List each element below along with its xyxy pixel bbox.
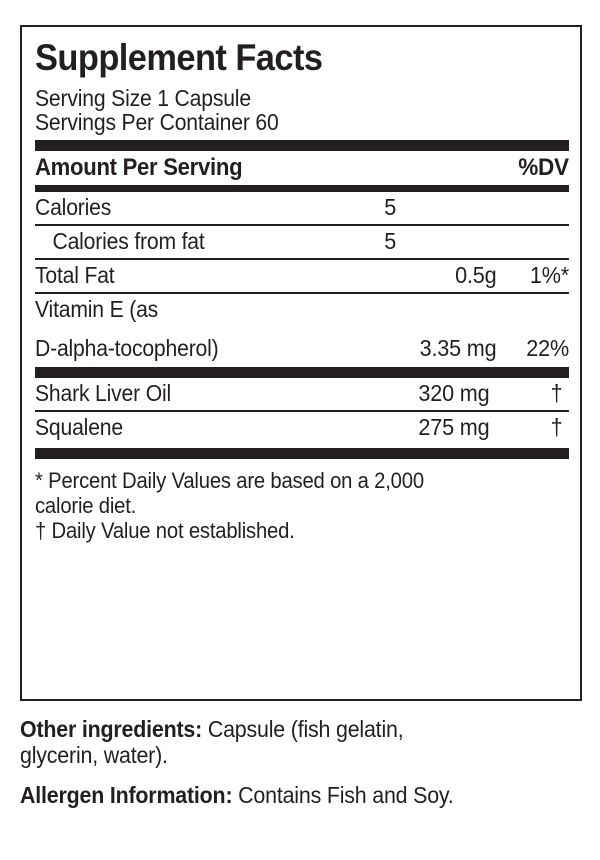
other-ingredients-line1: Other ingredients: Capsule (fish gelatin… xyxy=(20,716,548,742)
divider-thick-top xyxy=(35,140,569,151)
other-ingredients-value-line1: Capsule (fish gelatin, xyxy=(202,716,404,742)
table-row: Vitamin E (as D-alpha-tocopherol) 3.35 m… xyxy=(35,294,569,367)
nutrient-amount: 5 xyxy=(384,228,397,254)
allergen-value: Contains Fish and Soy. xyxy=(232,782,454,808)
page-title: Supplement Facts xyxy=(35,37,323,78)
table-row: Total Fat 0.5g 1%* xyxy=(35,260,569,292)
other-ingredients-line2: glycerin, water). xyxy=(20,742,168,768)
footnote-asterisk-line1: * Percent Daily Values are based on a 2,… xyxy=(35,468,424,493)
nutrient-amount: 320 mg xyxy=(418,380,490,406)
nutrient-name: Squalene xyxy=(35,414,123,440)
dv-header-label: %DV xyxy=(518,154,569,181)
nutrient-dv: 22% xyxy=(526,335,569,361)
nutrient-amount: 275 mg xyxy=(418,414,490,440)
serving-size-text: Serving Size 1 Capsule xyxy=(35,85,251,111)
footnotes: * Percent Daily Values are based on a 2,… xyxy=(35,459,569,543)
nutrient-name-line1: Vitamin E (as xyxy=(35,296,159,322)
nutrient-dv: † xyxy=(550,414,563,440)
nutrient-dv: † xyxy=(550,380,563,406)
divider-thin xyxy=(35,410,569,412)
nutrient-name: Shark Liver Oil xyxy=(35,380,172,406)
table-header-row: Amount Per Serving %DV xyxy=(35,151,569,185)
allergen-label: Allergen Information: xyxy=(20,782,233,808)
nutrient-amount: 3.35 mg xyxy=(419,335,497,361)
nutrient-name: Calories from fat xyxy=(52,228,205,254)
nutrient-amount: 5 xyxy=(384,194,397,220)
allergen-line: Allergen Information: Contains Fish and … xyxy=(20,782,548,808)
table-row: Shark Liver Oil 320 mg † xyxy=(35,378,569,410)
nutrient-row-line2: D-alpha-tocopherol) 3.35 mg 22% xyxy=(35,336,569,367)
divider-medium-under-header xyxy=(35,185,569,192)
nutrient-amount: 0.5g xyxy=(455,262,497,288)
divider-thin xyxy=(35,224,569,226)
divider-thin xyxy=(35,292,569,294)
nutrient-name-line2: D-alpha-tocopherol) xyxy=(35,335,219,361)
servings-per-container-text: Servings Per Container 60 xyxy=(35,109,279,135)
divider-thick-middle xyxy=(35,367,569,378)
nutrient-name: Calories xyxy=(35,194,112,220)
spacer xyxy=(20,768,588,782)
divider-thick-bottom xyxy=(35,448,569,459)
amount-per-serving-label: Amount Per Serving xyxy=(35,154,243,181)
other-ingredients-label: Other ingredients: xyxy=(20,716,203,742)
table-row: Calories from fat 5 xyxy=(35,226,569,258)
divider-thin xyxy=(35,258,569,260)
nutrient-name: Total Fat xyxy=(35,262,115,288)
nutrient-dv: 1%* xyxy=(529,262,569,288)
table-row: Calories 5 xyxy=(35,192,569,224)
table-row: Squalene 275 mg † xyxy=(35,412,569,444)
supplement-facts-panel: Supplement Facts Serving Size 1 Capsule … xyxy=(20,25,582,701)
bottom-text-block: Other ingredients: Capsule (fish gelatin… xyxy=(20,716,588,808)
supplement-facts-inner: Supplement Facts Serving Size 1 Capsule … xyxy=(35,27,569,543)
footnote-asterisk-line2: calorie diet. xyxy=(35,493,137,518)
footnote-dagger: † Daily Value not established. xyxy=(35,518,295,543)
